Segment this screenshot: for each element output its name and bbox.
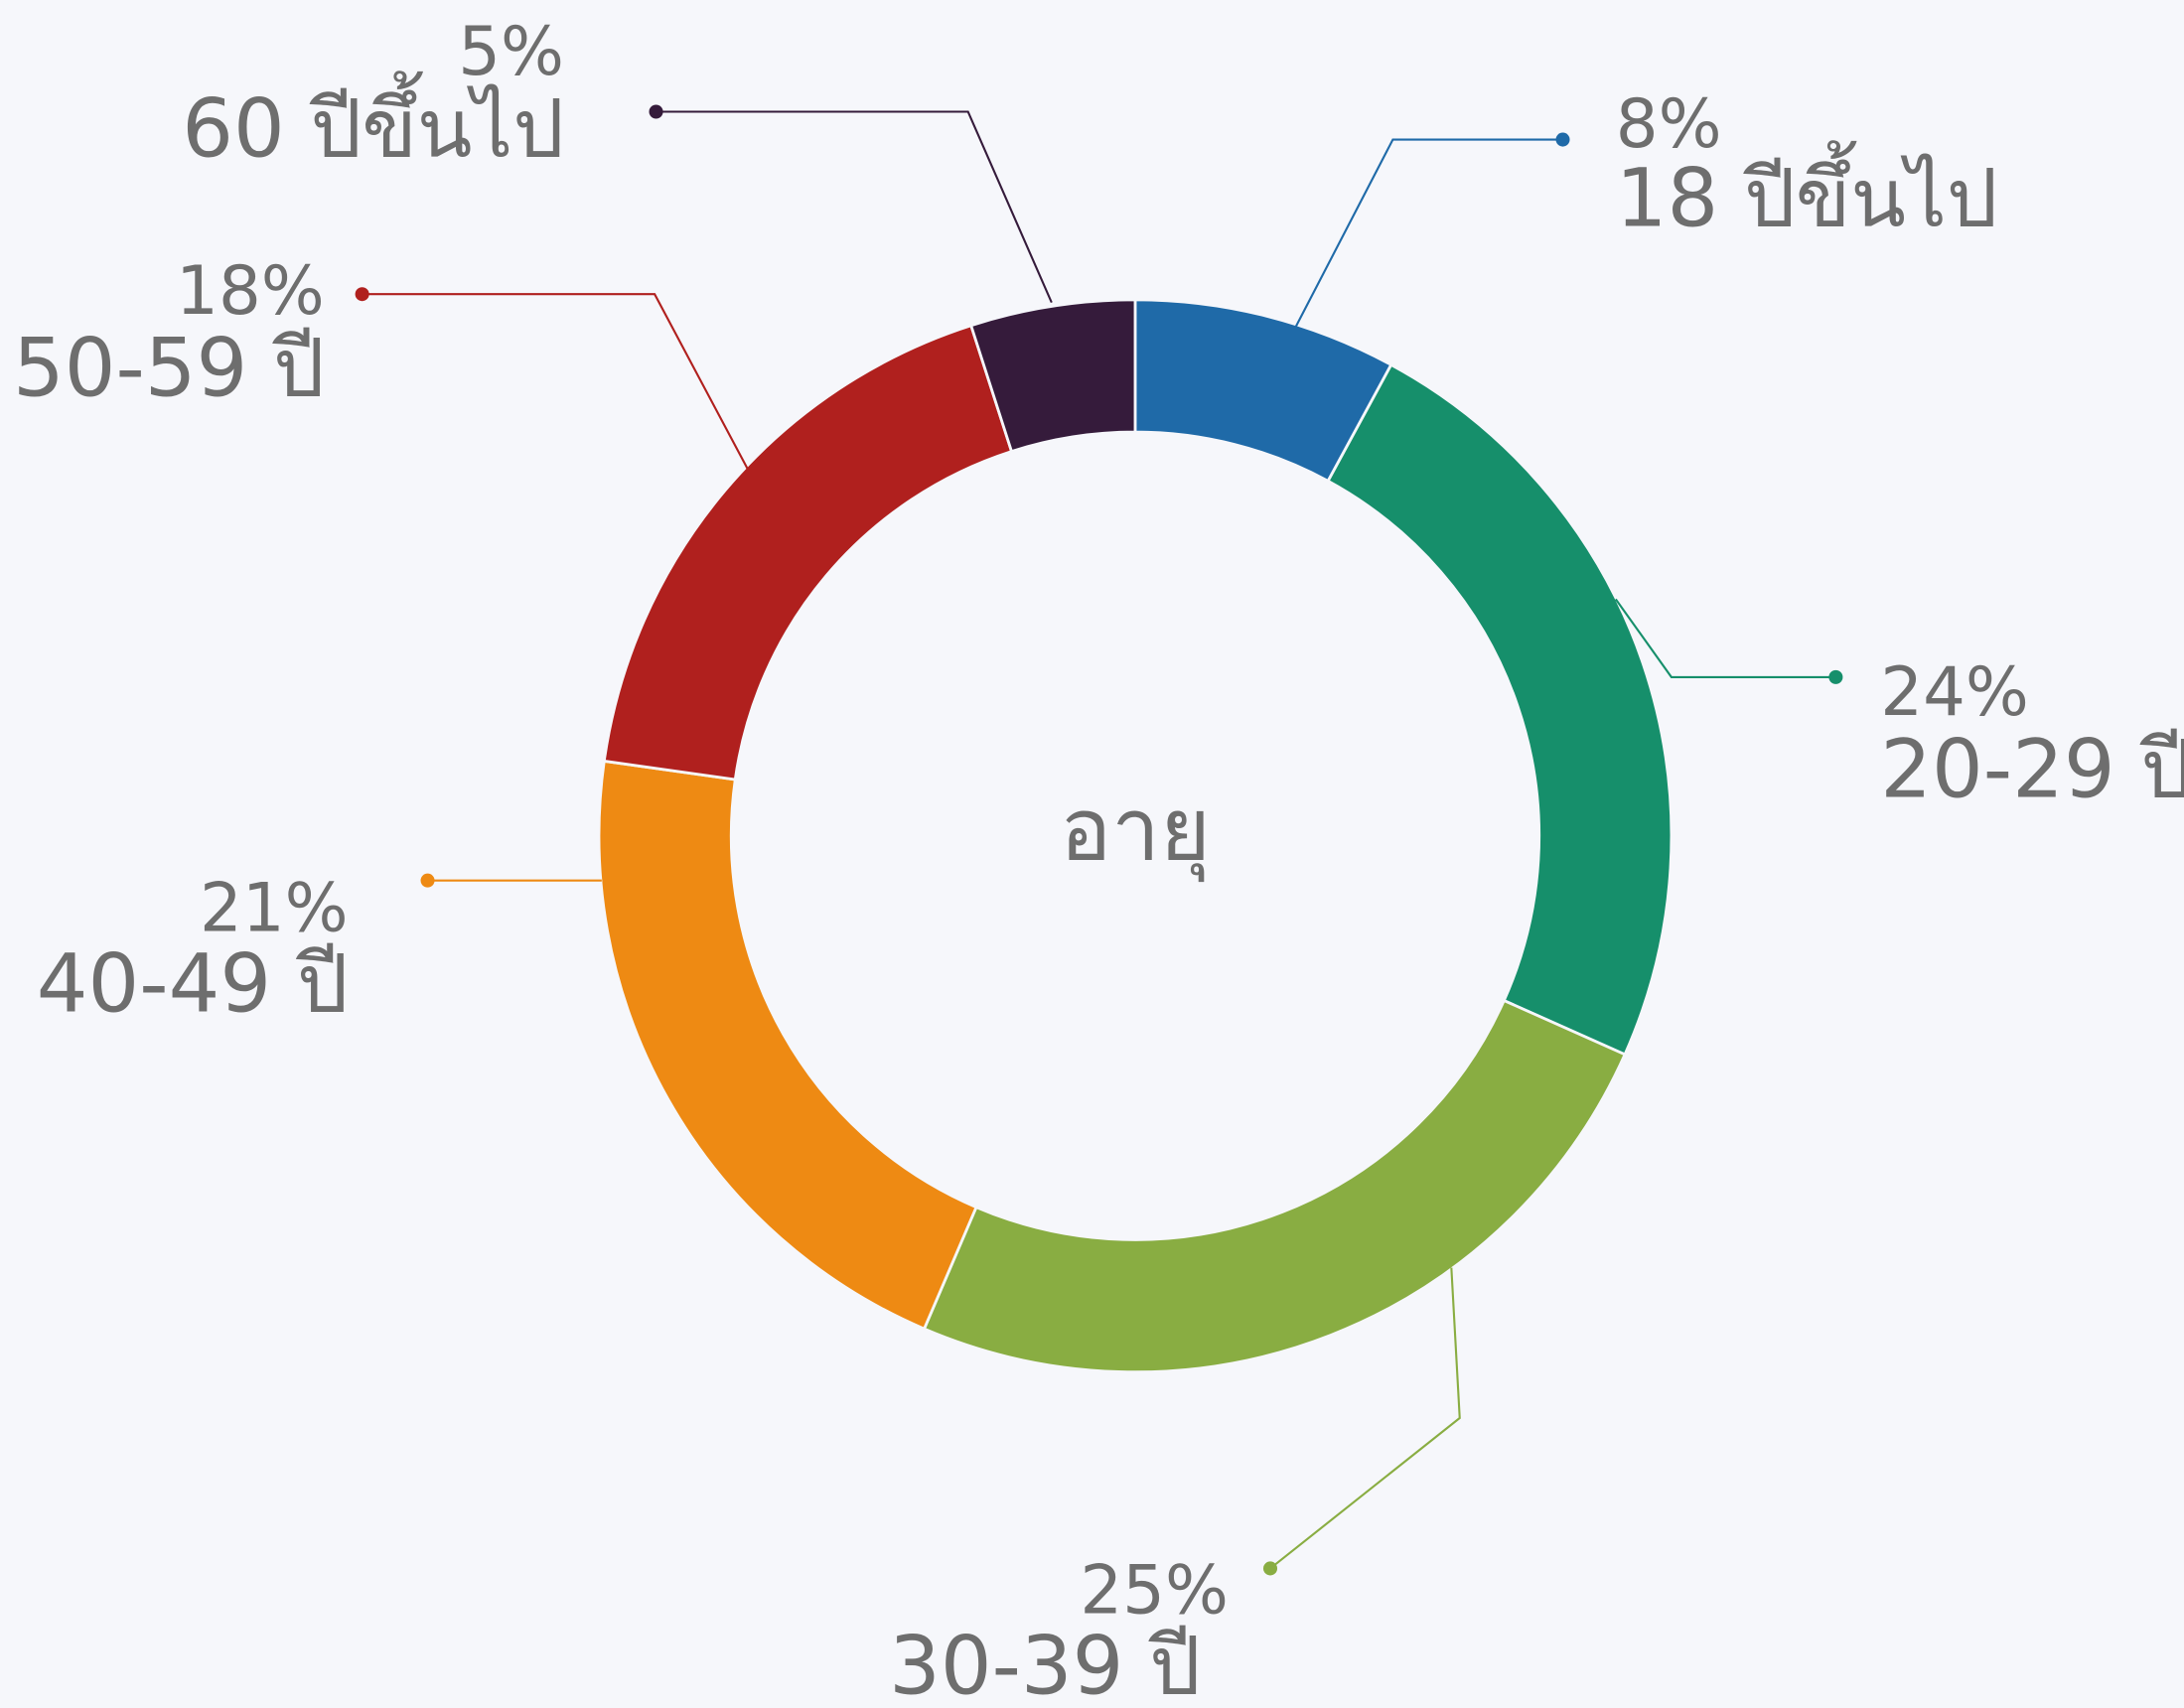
category-label: 30-39 ปี: [889, 1620, 1201, 1708]
value-label: 24%: [1880, 653, 2029, 731]
leader-dot: [1828, 669, 1843, 684]
donut-slice: [1326, 362, 1674, 1057]
leader-dot: [649, 104, 663, 119]
donut-slice: [968, 298, 1137, 454]
leader-line: [1269, 1267, 1461, 1570]
category-label: 40-49 ปี: [37, 936, 349, 1031]
leader-line: [655, 110, 1053, 304]
leader-dot: [420, 873, 435, 888]
leader-dot: [355, 287, 369, 302]
category-label: 50-59 ปี: [13, 322, 325, 416]
value-label: 18%: [176, 252, 325, 330]
category-label: 18 ปีขึ้นไป: [1616, 141, 1998, 246]
category-label: 60 ปีขึ้นไป: [182, 71, 564, 176]
value-label: 21%: [200, 869, 349, 946]
value-label: 25%: [1080, 1552, 1229, 1630]
value-label: 5%: [458, 13, 564, 90]
donut-slice: [597, 759, 978, 1331]
category-label: 20-29 ปี: [1880, 723, 2184, 817]
donut-slice: [922, 998, 1627, 1374]
leader-dot: [1555, 132, 1570, 147]
leader-dot: [1262, 1561, 1278, 1576]
center-label: อายุ: [1060, 780, 1211, 883]
value-label: 8%: [1616, 85, 1722, 163]
leader-line: [362, 293, 750, 471]
leader-line: [1614, 598, 1836, 678]
leader-line: [1294, 138, 1563, 329]
